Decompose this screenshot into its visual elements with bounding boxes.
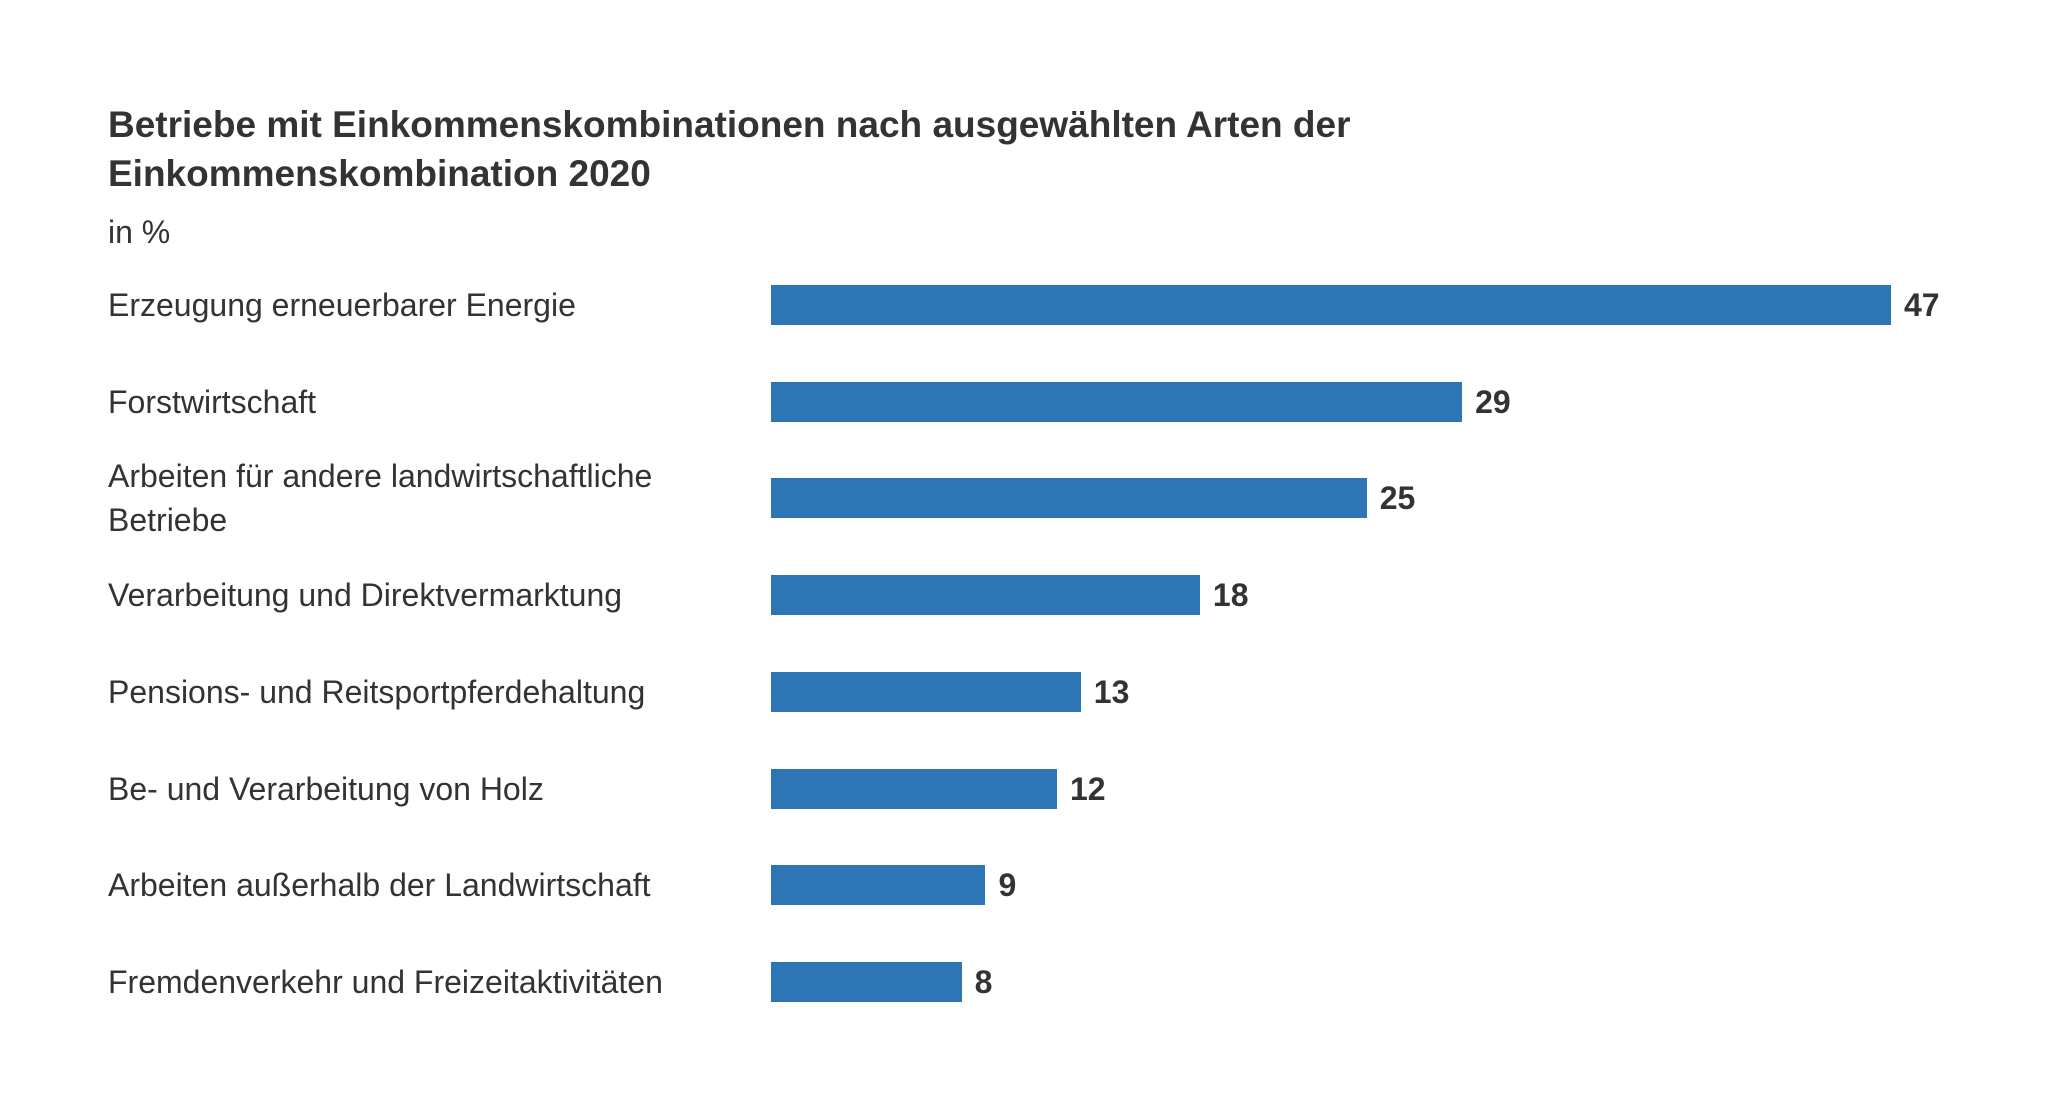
value-label: 13 [1093,673,1130,710]
bar [771,768,1057,809]
value-label: 18 [1212,577,1249,614]
value-label: 47 [1904,287,1940,323]
chart-subtitle: in % [108,214,171,250]
category-label: Be- und Verarbeitung von Holz [108,770,544,807]
value-label: 9 [998,867,1017,904]
value-label: 8 [974,963,993,1000]
bar [771,285,1891,325]
category-label: Fremdenverkehr und Freizeitaktivitäten [108,963,663,1000]
category-label: Erzeugung erneuerbarer Energie [108,287,576,323]
value-label: 29 [1475,383,1511,420]
category-label: Arbeiten für andere landwirtschaftliche … [108,458,653,539]
value-label: 25 [1379,480,1416,517]
bar [771,575,1200,616]
bar [771,671,1081,712]
category-label: Arbeiten außerhalb der Landwirtschaft [108,867,651,904]
bar [771,865,986,906]
bar [771,381,1463,422]
category-label: Pensions- und Reitsportpferdehaltung [108,673,646,710]
bar [771,961,962,1002]
category-label: Forstwirtschaft [108,383,317,420]
bar [771,478,1367,519]
chart-title: Betriebe mit Einkommenskombinationen nac… [108,104,1351,194]
category-label: Verarbeitung und Direktvermarktung [108,577,623,614]
value-label: 12 [1069,770,1106,807]
